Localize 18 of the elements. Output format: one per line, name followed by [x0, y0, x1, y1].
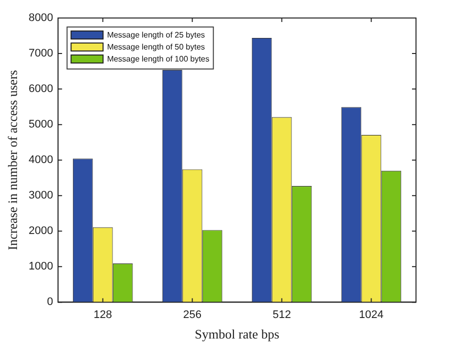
legend-label: Message length of 100 bytes	[107, 54, 210, 64]
y-tick-label: 2000	[28, 225, 54, 238]
y-tick-label: 7000	[28, 48, 54, 60]
y-tick-label: 6000	[28, 83, 54, 96]
legend-label: Message length of 25 bytes	[107, 30, 205, 40]
y-tick-label: 1000	[28, 260, 54, 273]
y-tick-label: 4000	[28, 154, 54, 166]
y-tick-label: 3000	[28, 190, 54, 202]
x-tick-label: 256	[183, 308, 202, 321]
y-tick-label: 0	[46, 296, 54, 308]
y-axis-title: Increase in number of access users	[5, 70, 20, 250]
y-tick-label: 8000	[28, 12, 54, 24]
x-axis-title: Symbol rate bps	[194, 326, 280, 342]
x-tick-label: 512	[272, 308, 291, 321]
x-tick-label: 1024	[359, 308, 384, 321]
y-tick-label: 5000	[28, 118, 54, 131]
legend-label: Message length of 50 bytes	[107, 42, 205, 52]
x-tick-label: 128	[94, 308, 112, 321]
